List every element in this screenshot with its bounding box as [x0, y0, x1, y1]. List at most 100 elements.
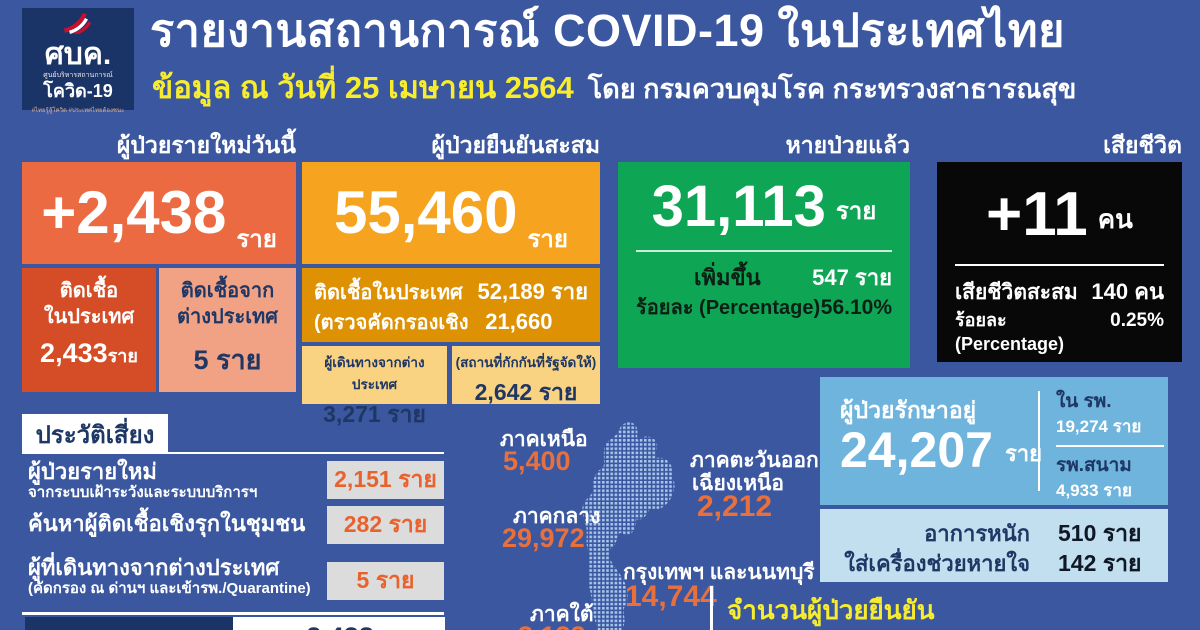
recovered-title: หายป่วยแล้ว [785, 132, 910, 158]
deaths-cumulative-label: เสียชีวิตสะสม [955, 281, 1078, 304]
severe-label: อาการหนัก [924, 521, 1030, 546]
ventilator-label: ใส่เครื่องช่วยหายใจ [844, 551, 1030, 576]
recovered-percent-label: ร้อยละ (Percentage) [636, 297, 821, 319]
risk-item-3-label: ผู้ที่เดินทางจากต่างประเทศ (คัดกรอง ณ ด่… [28, 555, 311, 598]
new-cases-value: +2,438 [41, 179, 227, 246]
domestic-cases-box: ติดเชื้อ ในประเทศ 2,433ราย [22, 268, 156, 392]
logo-org-name: ศูนย์บริหารสถานการณ์ [43, 72, 113, 79]
new-cases-title: ผู้ป่วยรายใหม่วันนี้ [116, 132, 296, 158]
page-title: รายงานสถานการณ์ COVID-19 ในประเทศไทย [150, 5, 1065, 56]
region-northeast-value: 2,212 [697, 490, 773, 523]
region-north-name: ภาคเหนือ [500, 428, 588, 451]
recovered-number-row: 31,113 ราย [618, 162, 910, 236]
risk-history-title-box: ประวัติเสี่ยง [22, 414, 168, 454]
ventilator-row: ใส่เครื่องช่วยหายใจ 142 ราย [838, 546, 1150, 576]
caption-divider-line [710, 586, 713, 630]
recovered-value: 31,113 [651, 174, 826, 239]
deaths-unit: คน [1097, 204, 1133, 234]
region-bangkok-name: กรุงเทพฯ และนนทบุรี [623, 561, 815, 584]
risk-total-value: รวม 2,438 ราย [251, 617, 427, 630]
subtitle-row: ข้อมูล ณ วันที่ 25 เมษายน 2564 โดย กรมคว… [152, 62, 1192, 112]
deaths-percent-label: ร้อยละ (Percentage) [955, 310, 1065, 354]
region-central-value: 29,972 [502, 523, 585, 553]
deaths-card: +11 คน เสียชีวิตสะสม 140 คน ร้อยละ (Perc… [937, 162, 1182, 362]
quarantine-value: 2,642 ราย [474, 379, 578, 405]
cumulative-quarantine-box: (สถานที่กักกันที่รัฐจัดให้) 2,642 ราย [452, 346, 600, 405]
field-hospital-value: 4,933 ราย [1056, 481, 1132, 500]
field-hospital-label: รพ.สนาม [1056, 455, 1132, 476]
cumulative-travellers-box: ผู้เดินทางจากต่างประเทศ 3,271 ราย [302, 346, 447, 427]
severe-cases-card: อาการหนัก 510 ราย ใส่เครื่องช่วยหายใจ 14… [820, 509, 1168, 582]
risk-item-1-label: ผู้ป่วยรายใหม่ จากระบบเฝ้าระวังและระบบบร… [28, 459, 258, 502]
recovered-percent-row: ร้อยละ (Percentage) 56.10% [618, 291, 910, 322]
risk-history-title: ประวัติเสี่ยง [35, 421, 155, 449]
region-south-name: ภาคใต้ [530, 603, 594, 626]
treatment-breakdown-column: ใน รพ. 19,274 ราย รพ.สนาม 4,933 ราย [1056, 389, 1164, 503]
travellers-value: 3,271 ราย [323, 401, 426, 427]
region-north-value: 5,400 [503, 446, 571, 476]
risk-item-2-label: ค้นหาผู้ติดเชื้อเชิงรุกในชุมชน [28, 511, 306, 536]
recovered-percent-value: 56.10% [820, 296, 892, 319]
in-treatment-card: ผู้ป่วยรักษาอยู่ 24,207 ราย ใน รพ. 19,27… [820, 377, 1168, 505]
deaths-value: +11 [986, 180, 1088, 249]
region-central-name: ภาคกลาง [513, 505, 601, 528]
map-caption: จำนวนผู้ป่วยยืนยัน [727, 595, 935, 625]
travellers-label: ผู้เดินทางจากต่างประเทศ [324, 355, 425, 392]
ventilator-value: 142 ราย [1058, 550, 1142, 576]
recovered-unit: ราย [835, 198, 877, 225]
ccsa-flag-icon [61, 12, 95, 38]
risk-item-2-value-box: 282 ราย [327, 506, 444, 544]
thailand-map [560, 418, 710, 630]
recovered-increase-label: เพิ่มขึ้น [694, 265, 761, 290]
imported-cases-box: ติดเชื้อจาก ต่างประเทศ 5 ราย [159, 268, 296, 392]
domestic-label-2: ในประเทศ [43, 306, 135, 328]
imported-value: 5 ราย [193, 345, 262, 375]
deaths-cumulative-row: เสียชีวิตสะสม 140 คน [937, 274, 1182, 305]
recovered-card: 31,113 ราย เพิ่มขึ้น 547 ราย ร้อยละ (Per… [618, 162, 910, 368]
cumulative-value: 55,460 [334, 179, 518, 246]
deaths-number-row: +11 คน [937, 162, 1182, 246]
region-south-value: 3,132 [518, 621, 586, 630]
hospital-value: 19,274 ราย [1056, 417, 1142, 436]
deaths-percent-value: 0.25% [1110, 310, 1164, 331]
cumulative-card: 55,460 ราย [302, 162, 600, 264]
cumulative-unit: ราย [527, 226, 568, 253]
risk-total-box: รวม 2,438 ราย [233, 617, 445, 630]
new-cases-card: +2,438 ราย [22, 162, 296, 264]
cumulative-proactive-row: (ตรวจคัดกรองเชิงรุก) 21,660 ราย [314, 306, 588, 366]
domestic-label-1: ติดเชื้อ [59, 280, 119, 302]
severe-value: 510 ราย [1058, 520, 1142, 546]
deaths-divider [955, 264, 1164, 266]
recovered-increase-value: 547 ราย [812, 265, 892, 290]
risk-title-underline [22, 452, 444, 454]
region-northeast-name-2: เฉียงเหนือ [692, 472, 785, 495]
hospital-label: ใน รพ. [1056, 391, 1112, 412]
imported-label-2: ต่างประเทศ [177, 306, 278, 328]
in-treatment-value: 24,207 [840, 422, 993, 478]
risk-item-1-value-box: 2,151 ราย [327, 461, 444, 499]
deaths-cumulative-value: 140 คน [1091, 279, 1164, 304]
recovered-divider [636, 250, 892, 252]
data-date: ข้อมูล ณ วันที่ 25 เมษายน 2564 [152, 70, 574, 105]
risk-total-navy-box [25, 617, 233, 630]
cumulative-domestic-label: ติดเชื้อในประเทศ [314, 282, 463, 304]
severe-row: อาการหนัก 510 ราย [838, 516, 1150, 546]
cumulative-domestic-value: 52,189 ราย [477, 279, 588, 304]
risk-item-3-value-box: 5 ราย [327, 562, 444, 600]
in-treatment-number-row: 24,207 ราย [840, 425, 1042, 475]
data-source: โดย กรมควบคุมโรค กระทรวงสาธารณสุข [587, 74, 1077, 104]
imported-label-1: ติดเชื้อจาก [180, 280, 275, 302]
ccsa-logo: ศบค. ศูนย์บริหารสถานการณ์ โควิด-19 #ไทยร… [22, 8, 134, 114]
region-northeast-name-1: ภาคตะวันออก [690, 449, 819, 472]
cumulative-breakdown-box: ติดเชื้อในประเทศ 52,189 ราย (ตรวจคัดกรอง… [302, 268, 600, 366]
new-cases-unit: ราย [236, 226, 277, 253]
cumulative-title: ผู้ป่วยยืนยันสะสม [431, 132, 600, 158]
deaths-title: เสียชีวิต [1103, 132, 1182, 158]
region-bangkok-value: 14,744 [625, 580, 717, 613]
recovered-increase-row: เพิ่มขึ้น 547 ราย [618, 260, 910, 291]
deaths-percent-row: ร้อยละ (Percentage) 0.25% [937, 305, 1182, 354]
logo-hashtags: #ไทยรู้สู้โควิด #ประเทศไทยต้องชนะ [31, 108, 125, 114]
logo-covid-label: โควิด-19 [43, 81, 113, 101]
treatment-vertical-divider [1038, 391, 1040, 491]
